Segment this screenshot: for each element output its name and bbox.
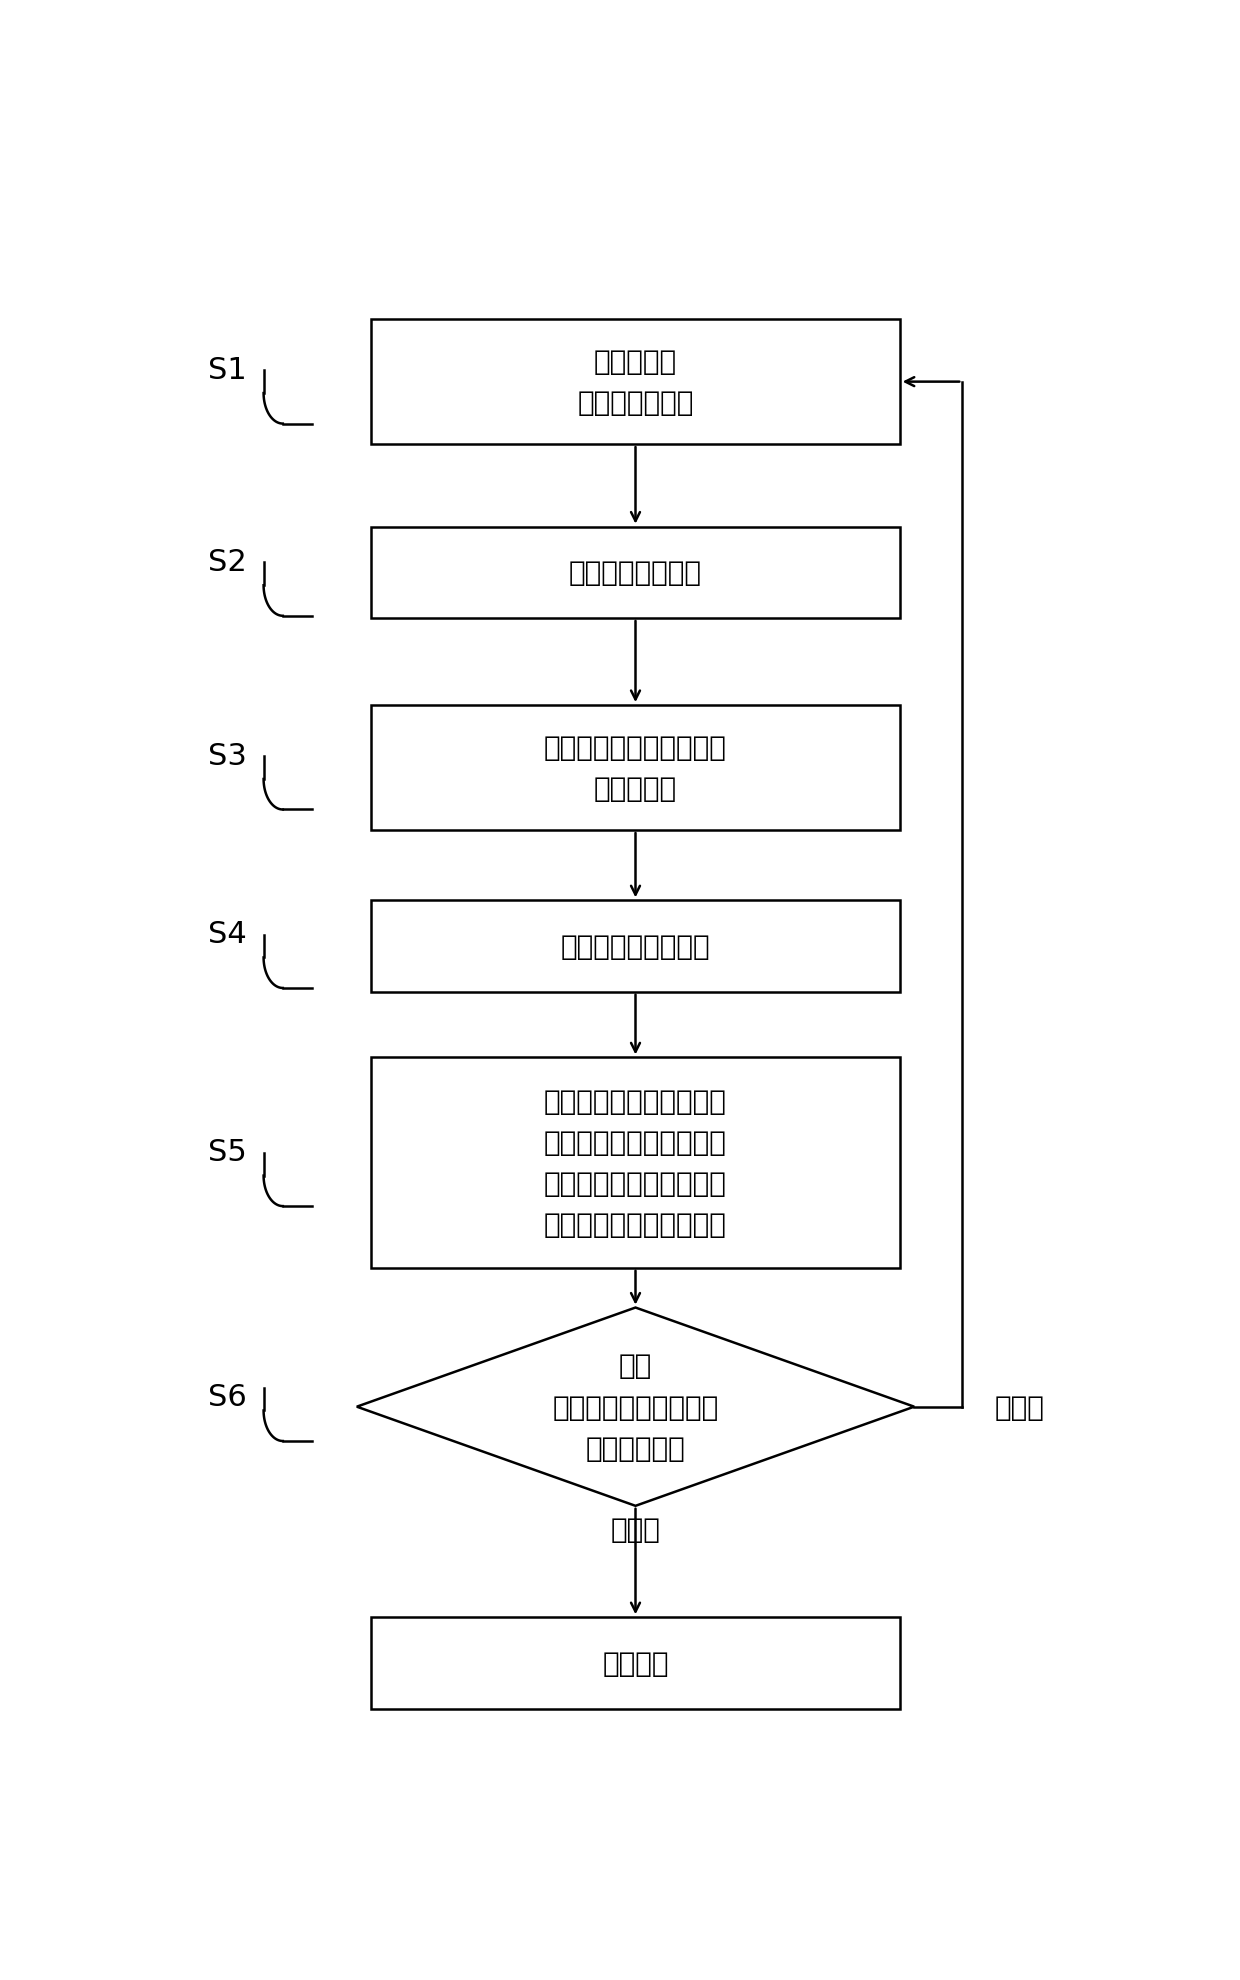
Text: 建立或修改
齿轮箱系统模型: 建立或修改 齿轮箱系统模型 xyxy=(578,348,693,418)
Text: （是）: （是） xyxy=(610,1515,661,1542)
Text: S1: S1 xyxy=(208,356,247,384)
Text: 指定多个啮合状态: 指定多个啮合状态 xyxy=(569,558,702,586)
Bar xyxy=(371,901,900,992)
Text: S2: S2 xyxy=(208,548,247,576)
Polygon shape xyxy=(357,1309,914,1507)
Text: S3: S3 xyxy=(208,741,247,770)
Text: （否）: （否） xyxy=(994,1394,1045,1422)
Text: 建立齿轮箱连接模型: 建立齿轮箱连接模型 xyxy=(560,933,711,960)
Text: S4: S4 xyxy=(208,921,247,948)
Bar xyxy=(371,321,900,446)
Bar xyxy=(371,1057,900,1269)
Text: S6: S6 xyxy=(208,1382,247,1412)
Bar xyxy=(371,527,900,618)
Bar xyxy=(371,1618,900,1709)
Bar xyxy=(371,705,900,832)
Text: S5: S5 xyxy=(208,1138,247,1166)
Text: 完成分析: 完成分析 xyxy=(603,1649,668,1677)
Text: 获取多个啮合状态对应的
多组支反力: 获取多个啮合状态对应的 多组支反力 xyxy=(544,733,727,802)
Text: 进行有限元分析，以计算
连接螺栓和连接销在每个
啮合状态下的受力，并计
算其安全系数或疲劳损伤: 进行有限元分析，以计算 连接螺栓和连接销在每个 啮合状态下的受力，并计 算其安全… xyxy=(544,1087,727,1239)
Text: 判断
该安全系数或疲劳损伤
是否满足要求: 判断 该安全系数或疲劳损伤 是否满足要求 xyxy=(552,1352,719,1461)
